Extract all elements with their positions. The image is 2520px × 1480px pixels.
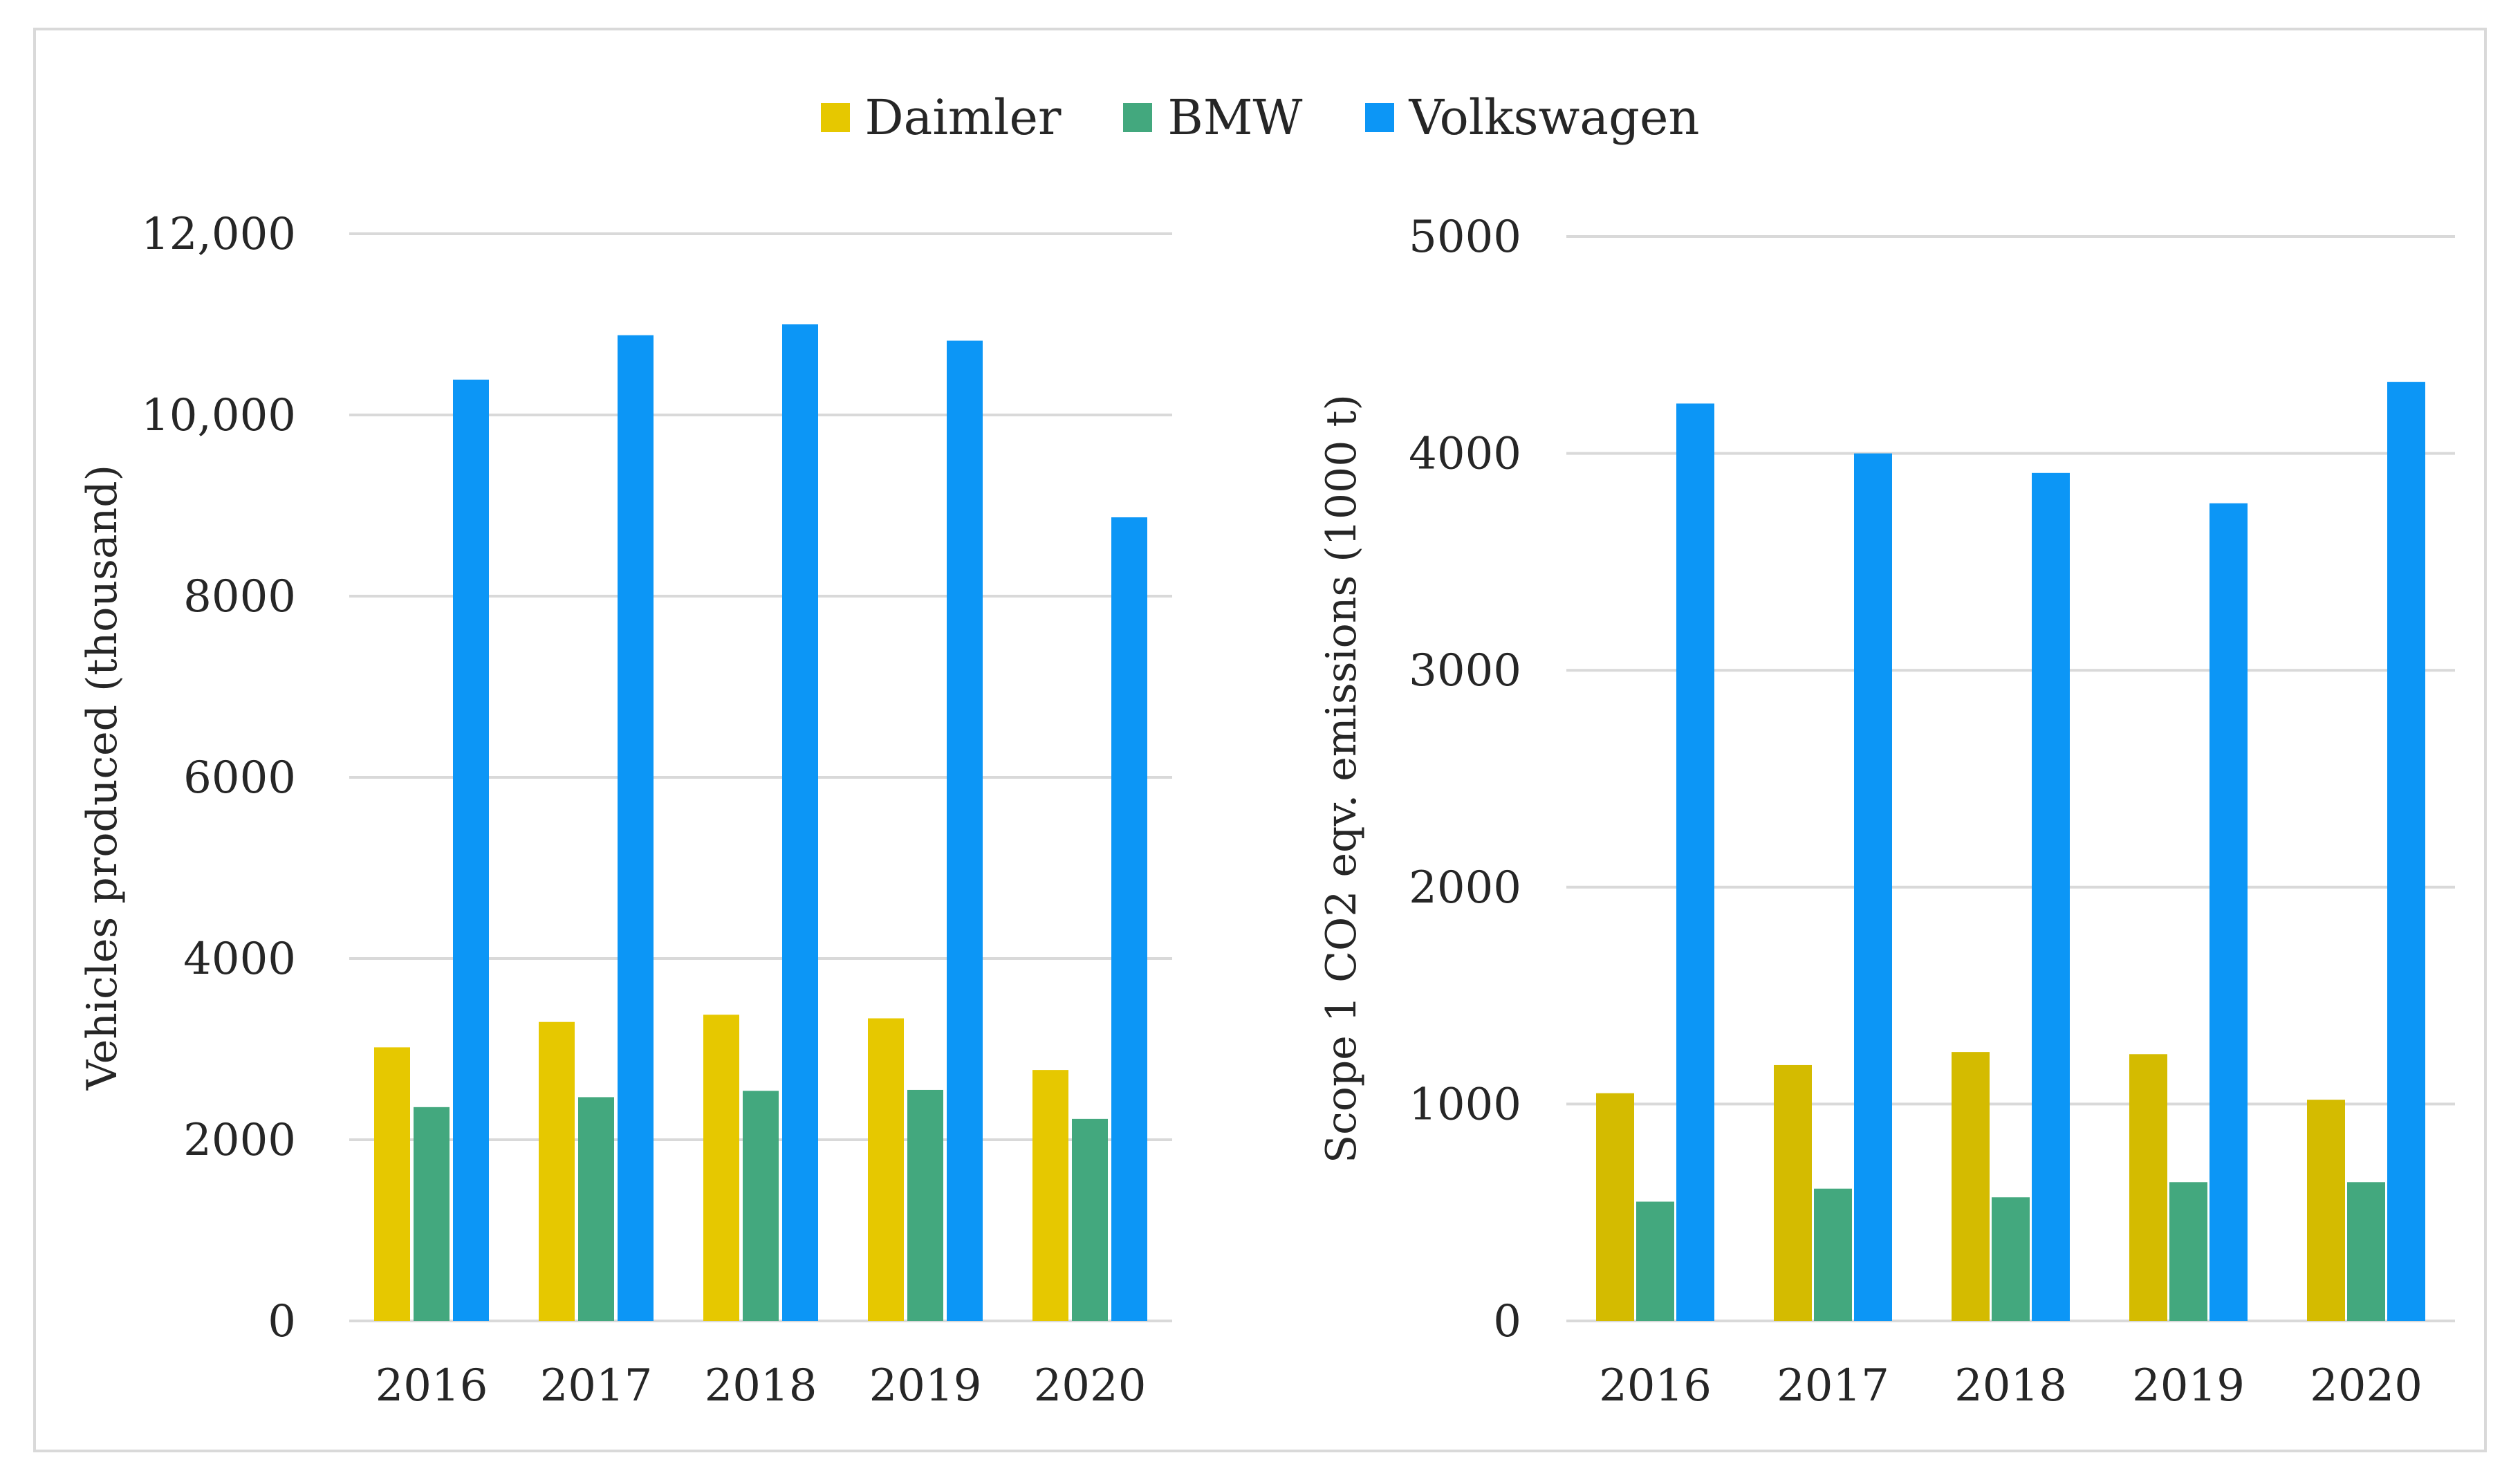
bar-volkswagen-2016 bbox=[1676, 403, 1714, 1322]
bar-bmw-2017 bbox=[1814, 1188, 1852, 1321]
x-tick-label: 2017 bbox=[540, 1360, 653, 1412]
bar-volkswagen-2016 bbox=[453, 379, 489, 1322]
bar-bmw-2019 bbox=[2169, 1182, 2207, 1321]
bar-daimler-2020 bbox=[1032, 1070, 1068, 1321]
x-tick-label: 2016 bbox=[1599, 1360, 1712, 1412]
x-tick-label: 2018 bbox=[705, 1360, 817, 1412]
y-tick-label: 10,000 bbox=[141, 390, 296, 441]
y-tick-label: 0 bbox=[1493, 1296, 1521, 1347]
y-tick-label: 2000 bbox=[183, 1115, 296, 1166]
bar-daimler-2016 bbox=[1596, 1093, 1634, 1321]
y-tick-label: 4000 bbox=[1409, 429, 1521, 480]
y-axis-title: Scope 1 CO2 eqv. emissions (1000 t) bbox=[1317, 394, 1366, 1163]
legend-swatch-bmw bbox=[1123, 103, 1153, 132]
bar-bmw-2018 bbox=[1992, 1197, 2030, 1321]
bar-volkswagen-2017 bbox=[1854, 453, 1892, 1321]
bar-daimler-2016 bbox=[374, 1047, 410, 1321]
bar-volkswagen-2017 bbox=[618, 335, 654, 1322]
legend-label-daimler: Daimler bbox=[864, 89, 1062, 146]
x-tick-label: 2019 bbox=[2132, 1360, 2245, 1412]
bar-daimler-2018 bbox=[1952, 1052, 1990, 1321]
bar-bmw-2020 bbox=[1072, 1118, 1108, 1321]
x-tick-label: 2020 bbox=[1034, 1360, 1147, 1412]
bar-bmw-2016 bbox=[414, 1107, 450, 1321]
y-tick-label: 4000 bbox=[183, 934, 296, 985]
y-axis-title: Vehicles produced (thousand) bbox=[78, 465, 127, 1091]
bar-volkswagen-2020 bbox=[1111, 517, 1147, 1321]
x-tick-label: 2017 bbox=[1777, 1360, 1889, 1412]
bar-bmw-2020 bbox=[2347, 1182, 2385, 1321]
bar-bmw-2016 bbox=[1636, 1201, 1674, 1321]
legend-swatch-daimler bbox=[820, 103, 850, 132]
x-tick-label: 2020 bbox=[2310, 1360, 2422, 1412]
x-tick-label: 2019 bbox=[869, 1360, 982, 1412]
y-tick-label: 3000 bbox=[1409, 645, 1521, 696]
y-tick-label: 5000 bbox=[1409, 212, 1521, 263]
bar-volkswagen-2019 bbox=[947, 340, 983, 1322]
x-tick-label: 2018 bbox=[1954, 1360, 2067, 1412]
x-tick-label: 2016 bbox=[376, 1360, 488, 1412]
bar-daimler-2018 bbox=[703, 1015, 739, 1321]
bar-volkswagen-2018 bbox=[2032, 472, 2070, 1321]
y-tick-label: 8000 bbox=[183, 571, 296, 622]
bar-daimler-2019 bbox=[2129, 1054, 2167, 1321]
y-tick-label: 2000 bbox=[1409, 862, 1521, 914]
bar-bmw-2018 bbox=[743, 1091, 779, 1321]
legend-item-volkswagen: Volkswagen bbox=[1364, 89, 1700, 146]
y-tick-label: 1000 bbox=[1409, 1079, 1521, 1130]
bar-daimler-2019 bbox=[868, 1018, 904, 1321]
legend-swatch-volkswagen bbox=[1364, 103, 1394, 132]
bar-bmw-2017 bbox=[578, 1097, 614, 1321]
bar-volkswagen-2020 bbox=[2387, 382, 2425, 1321]
legend: Daimler BMW Volkswagen bbox=[0, 83, 2520, 152]
bar-daimler-2020 bbox=[2307, 1100, 2345, 1321]
legend-label-bmw: BMW bbox=[1167, 89, 1303, 146]
bar-daimler-2017 bbox=[539, 1021, 575, 1321]
y-tick-label: 0 bbox=[268, 1296, 296, 1347]
legend-item-bmw: BMW bbox=[1123, 89, 1303, 146]
bar-volkswagen-2018 bbox=[782, 324, 818, 1321]
y-tick-label: 12,000 bbox=[141, 209, 296, 260]
y-tick-label: 6000 bbox=[183, 752, 296, 804]
bar-volkswagen-2019 bbox=[2209, 503, 2248, 1321]
legend-label-volkswagen: Volkswagen bbox=[1409, 89, 1700, 146]
bar-bmw-2019 bbox=[907, 1089, 943, 1321]
legend-item-daimler: Daimler bbox=[820, 89, 1062, 146]
bar-daimler-2017 bbox=[1774, 1064, 1812, 1321]
